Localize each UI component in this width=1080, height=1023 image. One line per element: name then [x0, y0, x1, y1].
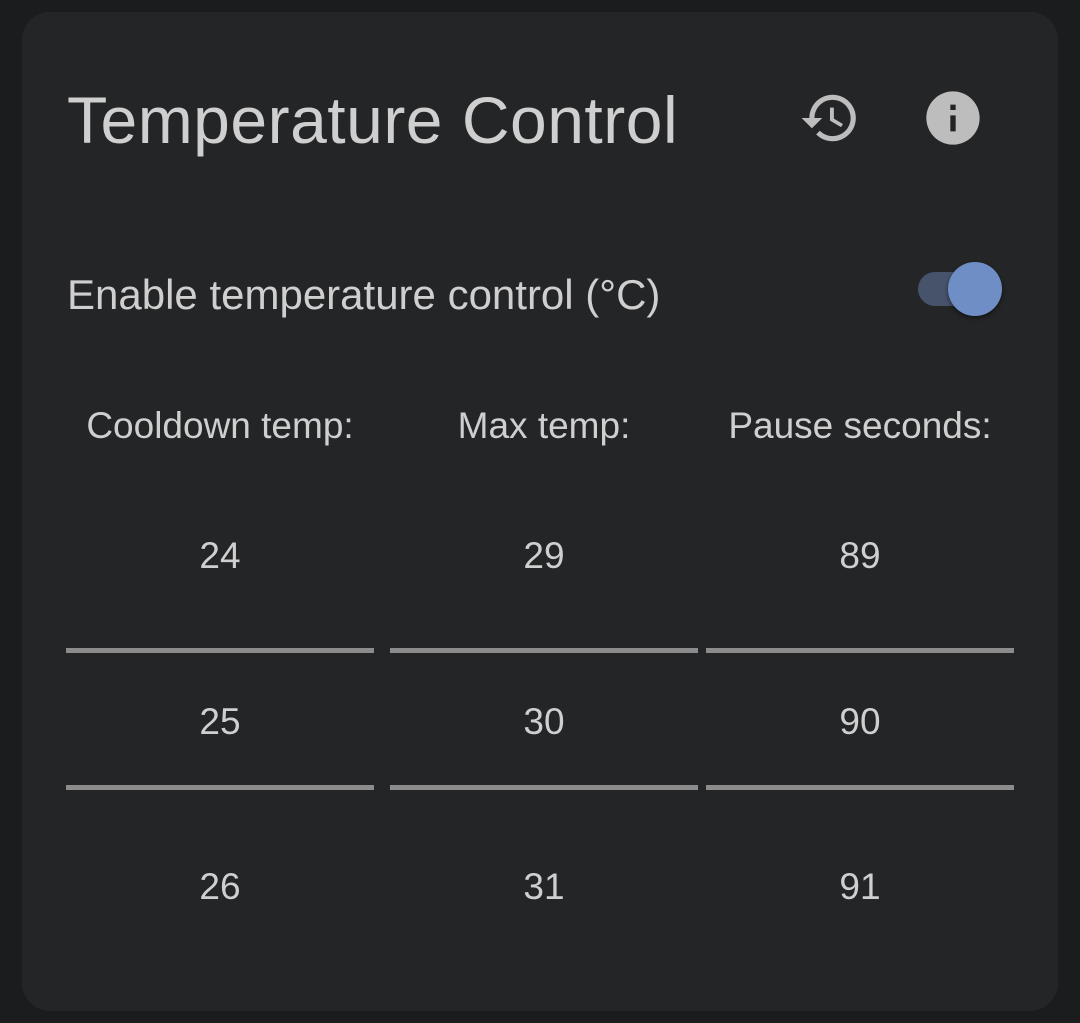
- picker-selection-line-bottom: [390, 785, 698, 790]
- enable-temperature-control-toggle[interactable]: [916, 260, 1008, 320]
- cooldown-temp-header: Cooldown temp:: [86, 405, 354, 446]
- cooldown-temp-picker[interactable]: 24 25 26: [66, 492, 374, 972]
- max-temp-picker[interactable]: 29 30 31: [390, 492, 698, 972]
- picker-value-selected[interactable]: 90: [839, 701, 881, 742]
- picker-value-selected[interactable]: 30: [523, 701, 565, 742]
- info-button[interactable]: [921, 86, 985, 150]
- history-icon: [801, 94, 856, 142]
- card-title: Temperature Control: [67, 83, 679, 157]
- picker-selection-line-bottom: [706, 785, 1014, 790]
- history-button[interactable]: [798, 86, 862, 150]
- toggle-thumb[interactable]: [948, 262, 1002, 316]
- picker-selection-line-top: [706, 648, 1014, 653]
- picker-value-selected[interactable]: 25: [199, 701, 241, 742]
- picker-selection-line-top: [390, 648, 698, 653]
- info-icon: [926, 91, 980, 145]
- picker-selection-line-top: [66, 648, 374, 653]
- picker-value[interactable]: 91: [839, 866, 881, 907]
- pause-seconds-picker[interactable]: 89 90 91: [706, 492, 1014, 972]
- picker-value[interactable]: 89: [839, 535, 881, 576]
- pause-seconds-header: Pause seconds:: [728, 405, 992, 446]
- picker-value[interactable]: 29: [523, 535, 565, 576]
- enable-temperature-control-label: Enable temperature control (°C): [67, 271, 661, 318]
- max-temp-header: Max temp:: [457, 405, 631, 446]
- picker-selection-line-bottom: [66, 785, 374, 790]
- picker-value[interactable]: 31: [523, 866, 565, 907]
- picker-value[interactable]: 24: [199, 535, 241, 576]
- picker-value[interactable]: 26: [199, 866, 241, 907]
- temperature-control-card: Temperature Control Enable temperature c…: [22, 12, 1058, 1011]
